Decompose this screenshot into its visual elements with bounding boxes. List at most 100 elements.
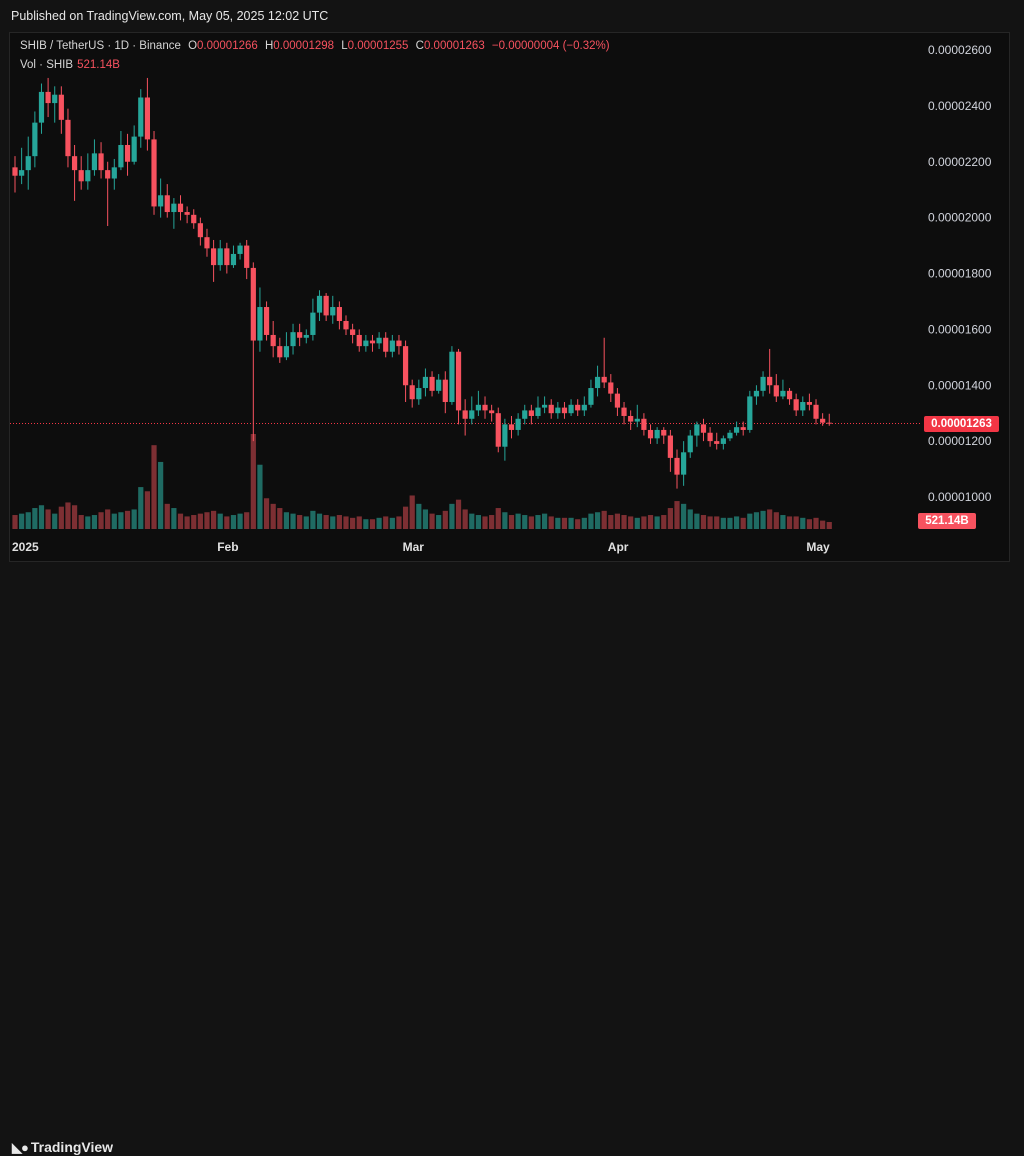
candle-body <box>19 170 25 176</box>
candle-body <box>290 332 296 347</box>
candle-body <box>700 424 707 433</box>
volume-bar <box>455 499 462 529</box>
volume-bar <box>211 510 217 529</box>
volume-bar <box>575 519 581 529</box>
volume-bar <box>224 516 230 529</box>
header-bar: Published on TradingView.com, May 05, 20… <box>0 0 1024 32</box>
candle-body <box>429 376 435 391</box>
volume-bar <box>674 501 680 529</box>
candle-body <box>376 337 382 344</box>
candle-body <box>727 432 733 439</box>
candle-body <box>38 91 45 123</box>
candle-body <box>555 407 561 414</box>
candle-body <box>436 379 442 391</box>
volume-bar <box>91 515 98 529</box>
volume-bar <box>614 513 621 529</box>
volume-bar <box>290 513 296 529</box>
candle-body <box>462 410 468 419</box>
volume-bar <box>594 512 601 529</box>
candle-body <box>641 418 647 430</box>
volume-bar <box>58 506 64 529</box>
volume-bar <box>144 491 150 529</box>
volume-bar <box>244 512 250 529</box>
candle-body <box>561 407 568 414</box>
candle-body <box>131 136 137 162</box>
volume-bar <box>396 516 402 529</box>
volume-bar <box>12 515 18 529</box>
volume-bar <box>98 512 104 529</box>
candle-body <box>767 376 773 386</box>
volume-bar <box>310 510 316 529</box>
volume-bar <box>608 515 614 529</box>
candle-body <box>343 320 349 330</box>
volume-bar <box>65 502 71 529</box>
volume-bar <box>820 520 826 529</box>
candle-body <box>674 457 680 475</box>
volume-bar <box>773 512 779 529</box>
candle-body <box>740 427 746 430</box>
candle-body <box>714 441 720 444</box>
volume-bar <box>138 487 144 529</box>
candle-body <box>780 390 786 397</box>
candle-body <box>71 156 78 171</box>
candle-body <box>217 248 223 266</box>
candle-body <box>197 223 203 238</box>
candle-body <box>720 438 726 444</box>
candle-body <box>661 429 667 436</box>
volume-bar <box>667 508 673 529</box>
candle-body <box>323 295 329 316</box>
candle-body <box>91 153 98 171</box>
volume-bar <box>383 516 389 529</box>
candle-body <box>85 170 91 182</box>
volume-bar <box>568 517 574 529</box>
volume-bar <box>19 513 25 529</box>
volume-bar <box>363 519 369 529</box>
footer: ◣● TradingView <box>0 566 1024 1155</box>
candle-body <box>528 410 534 416</box>
volume-bar <box>747 513 753 529</box>
volume-bar <box>250 434 256 529</box>
y-tick-label: 0.00001400 <box>928 378 992 392</box>
volume-bar <box>230 515 237 529</box>
volume-bar <box>303 516 309 529</box>
symbol-label[interactable]: SHIB / TetherUS · 1D · Binance <box>20 40 181 52</box>
candle-body <box>369 340 376 344</box>
volume-bar <box>495 508 501 529</box>
candle-body <box>508 424 515 430</box>
candle-body <box>820 418 826 423</box>
candle-body <box>224 248 230 266</box>
low-key: L <box>341 40 348 52</box>
close-key: C <box>415 40 424 52</box>
candlestick-chart[interactable]: 0.00002600 0.00002400 0.00002200 0.00002000… <box>0 0 1024 600</box>
candle-body <box>482 404 488 411</box>
volume-bar <box>356 516 362 529</box>
change-value: −0.00000004 (−0.32%) <box>491 40 610 52</box>
candle-body <box>542 404 548 408</box>
volume-label: Vol · SHIB <box>20 59 74 71</box>
volume-bar <box>316 513 323 529</box>
candle-body <box>330 307 336 316</box>
candle-body <box>350 329 356 335</box>
candle-body <box>211 248 217 266</box>
open-value: 0.00001266 <box>197 40 258 52</box>
x-tick-label: May <box>806 540 830 554</box>
high-key: H <box>264 40 274 52</box>
x-tick-label: Mar <box>403 540 425 554</box>
volume-bar <box>647 515 654 529</box>
x-tick-label: Apr <box>608 540 629 554</box>
volume-bar <box>793 516 799 529</box>
volume-bar <box>515 513 521 529</box>
volume-bar <box>105 509 111 529</box>
volume-bar <box>111 513 117 529</box>
candle-body <box>760 376 766 391</box>
low-value: 0.00001255 <box>347 40 409 52</box>
volume-bar <box>601 510 607 529</box>
brand[interactable]: ◣● TradingView <box>12 1139 113 1156</box>
chart-panel[interactable] <box>9 32 1010 562</box>
volume-bar <box>71 505 78 529</box>
candle-body <box>502 424 508 447</box>
candle-body <box>204 237 210 249</box>
candle-body <box>753 390 760 397</box>
volume-bar <box>522 515 528 529</box>
candle-body <box>793 399 799 411</box>
